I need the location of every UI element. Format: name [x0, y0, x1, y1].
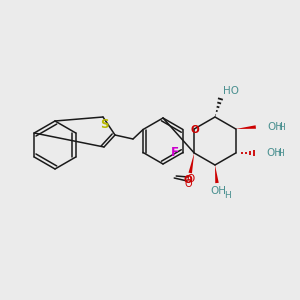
Text: HO: HO [223, 86, 239, 96]
Text: F: F [171, 146, 179, 159]
Text: H: H [277, 148, 284, 158]
Text: OH: OH [267, 148, 283, 158]
Text: OH: OH [210, 186, 226, 196]
Text: O: O [184, 179, 192, 189]
Text: O: O [191, 125, 200, 135]
Polygon shape [188, 153, 194, 173]
Text: H: H [278, 122, 284, 131]
Text: S: S [100, 118, 108, 130]
Polygon shape [236, 125, 256, 129]
Text: O: O [184, 175, 193, 185]
Text: H: H [224, 191, 231, 200]
Text: OH: OH [268, 122, 284, 132]
Text: O: O [186, 174, 194, 184]
Polygon shape [215, 165, 219, 183]
